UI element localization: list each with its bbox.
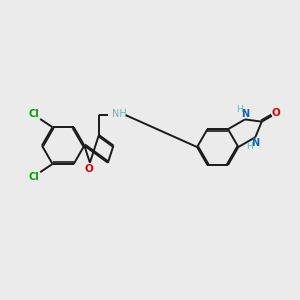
Text: Cl: Cl <box>28 109 39 119</box>
Text: O: O <box>85 164 94 174</box>
Text: H: H <box>246 142 253 151</box>
Text: H: H <box>236 106 242 115</box>
Text: Cl: Cl <box>28 172 39 182</box>
Text: N: N <box>251 138 260 148</box>
Text: O: O <box>272 108 280 118</box>
Text: NH: NH <box>112 109 127 119</box>
Text: N: N <box>241 109 249 119</box>
